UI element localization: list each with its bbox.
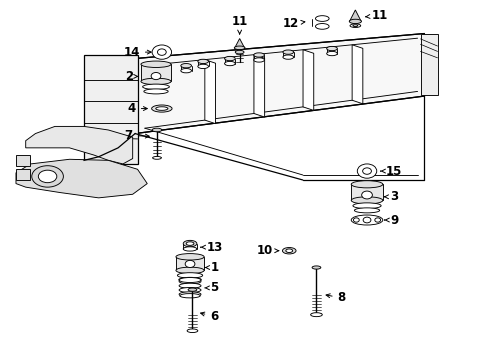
Ellipse shape <box>198 59 208 64</box>
Text: 5: 5 <box>204 282 218 294</box>
Text: 4: 4 <box>127 102 147 115</box>
Circle shape <box>357 164 376 178</box>
Ellipse shape <box>176 267 203 274</box>
Polygon shape <box>84 55 137 164</box>
Polygon shape <box>16 159 147 198</box>
Ellipse shape <box>152 157 161 159</box>
Ellipse shape <box>349 24 360 27</box>
Ellipse shape <box>315 16 328 21</box>
Text: 15: 15 <box>380 165 402 177</box>
Text: 6: 6 <box>200 310 218 323</box>
Circle shape <box>353 218 359 222</box>
Ellipse shape <box>235 50 244 54</box>
Ellipse shape <box>310 313 322 317</box>
Ellipse shape <box>326 46 337 51</box>
Polygon shape <box>303 50 313 111</box>
Ellipse shape <box>224 62 235 66</box>
Ellipse shape <box>283 55 293 59</box>
Ellipse shape <box>181 68 191 73</box>
Ellipse shape <box>283 50 293 54</box>
Ellipse shape <box>224 57 235 61</box>
Ellipse shape <box>179 278 201 283</box>
Bar <box>16 155 30 166</box>
Circle shape <box>361 191 372 199</box>
Ellipse shape <box>179 288 201 293</box>
Ellipse shape <box>352 25 357 27</box>
Ellipse shape <box>315 23 328 29</box>
Ellipse shape <box>181 64 191 68</box>
Ellipse shape <box>179 279 201 284</box>
Ellipse shape <box>141 61 171 67</box>
Ellipse shape <box>156 107 167 111</box>
Text: 12: 12 <box>282 17 305 30</box>
Ellipse shape <box>143 89 168 94</box>
Ellipse shape <box>180 294 200 298</box>
Circle shape <box>157 49 166 55</box>
Text: 10: 10 <box>256 244 278 257</box>
Ellipse shape <box>179 292 201 297</box>
Ellipse shape <box>151 105 172 112</box>
Ellipse shape <box>187 329 198 333</box>
Bar <box>141 64 171 81</box>
Circle shape <box>152 45 171 59</box>
Ellipse shape <box>311 266 320 269</box>
Text: 11: 11 <box>231 14 247 34</box>
Circle shape <box>151 72 161 80</box>
Text: 14: 14 <box>123 46 151 59</box>
Ellipse shape <box>177 273 202 278</box>
Text: 3: 3 <box>384 190 398 203</box>
Ellipse shape <box>326 51 337 56</box>
Ellipse shape <box>32 166 63 187</box>
Ellipse shape <box>188 288 197 291</box>
Ellipse shape <box>253 53 264 57</box>
Bar <box>351 184 382 201</box>
Circle shape <box>362 168 371 174</box>
Ellipse shape <box>179 283 201 288</box>
Text: 11: 11 <box>365 9 387 22</box>
Text: 8: 8 <box>325 291 345 305</box>
Text: 7: 7 <box>124 129 149 142</box>
Ellipse shape <box>350 197 382 204</box>
Text: 13: 13 <box>200 240 222 254</box>
Ellipse shape <box>348 19 361 23</box>
Ellipse shape <box>38 170 57 183</box>
Ellipse shape <box>253 58 264 62</box>
Ellipse shape <box>142 84 169 89</box>
Circle shape <box>363 217 370 223</box>
Text: 9: 9 <box>384 213 398 226</box>
Ellipse shape <box>354 208 379 213</box>
Bar <box>16 169 30 180</box>
Ellipse shape <box>352 203 380 208</box>
Polygon shape <box>204 60 215 124</box>
Ellipse shape <box>141 78 171 85</box>
Ellipse shape <box>152 128 162 132</box>
Ellipse shape <box>350 215 382 225</box>
Bar <box>176 257 203 270</box>
Polygon shape <box>26 126 132 164</box>
Polygon shape <box>420 34 437 95</box>
Circle shape <box>374 218 380 222</box>
Text: 2: 2 <box>124 70 138 83</box>
Ellipse shape <box>186 242 194 246</box>
Polygon shape <box>349 10 361 21</box>
Ellipse shape <box>179 277 201 282</box>
Ellipse shape <box>183 240 197 247</box>
Polygon shape <box>351 45 362 104</box>
Ellipse shape <box>183 247 197 251</box>
Polygon shape <box>253 55 264 117</box>
Ellipse shape <box>234 46 244 50</box>
Ellipse shape <box>350 181 382 188</box>
Ellipse shape <box>282 248 295 254</box>
Polygon shape <box>135 33 424 134</box>
Ellipse shape <box>285 249 292 252</box>
Polygon shape <box>234 39 244 48</box>
Circle shape <box>185 260 195 267</box>
Text: 1: 1 <box>204 261 218 274</box>
Ellipse shape <box>198 64 208 68</box>
Ellipse shape <box>176 253 203 260</box>
